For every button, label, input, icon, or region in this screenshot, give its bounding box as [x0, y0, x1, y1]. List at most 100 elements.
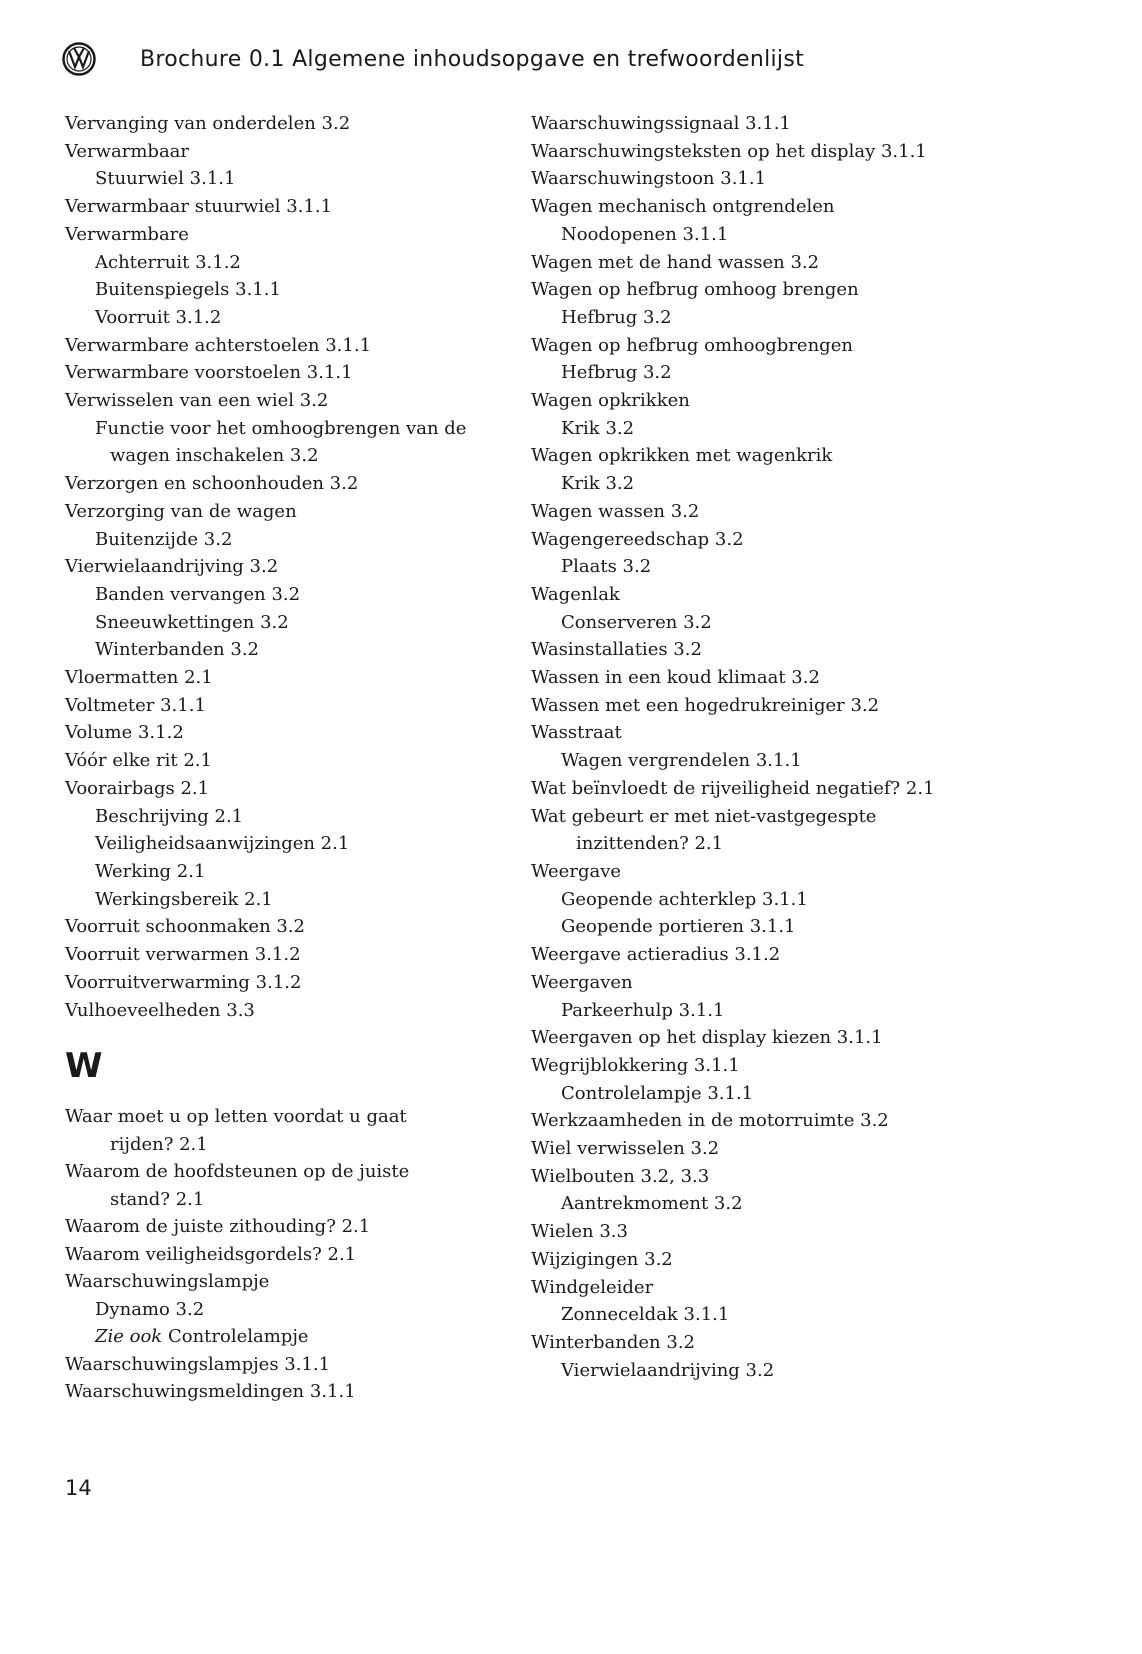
entry-text: Werkingsbereik 2.1	[95, 888, 273, 910]
index-entry: Voorruit verwarmen 3.1.2	[65, 941, 466, 969]
entry-text: Vulhoeveelheden 3.3	[65, 999, 255, 1021]
index-subentry: wagen inschakelen 3.2	[65, 442, 466, 470]
index-column-left: Vervanging van onderdelen 3.2 Verwarmbaar…	[65, 110, 466, 1024]
index-subentry: Voorruit 3.1.2	[65, 304, 466, 332]
entry-text: Windgeleider	[531, 1276, 654, 1298]
entry-text: Waarschuwingsmeldingen 3.1.1	[65, 1381, 356, 1402]
index-entry: Wagen op hefbrug omhoog brengen	[531, 276, 935, 304]
entry-text: Verzorging van de wagen	[65, 500, 297, 522]
entry-text: Voorairbags 2.1	[65, 777, 210, 799]
entry-text: Wasstraat	[531, 722, 622, 744]
entry-text: stand? 2.1	[110, 1188, 205, 1210]
index-entry: Wagenlak	[531, 581, 935, 609]
index-entry: Voorairbags 2.1	[65, 775, 466, 803]
index-entry: Waarom de hoofdsteunen op de juiste	[65, 1158, 409, 1186]
entry-text: Wiel verwisselen 3.2	[531, 1138, 720, 1160]
entry-text: Achterruit 3.1.2	[95, 251, 241, 273]
index-entry: Waarom veiligheidsgordels? 2.1	[65, 1241, 409, 1269]
index-entry: Wagengereedschap 3.2	[531, 526, 935, 554]
index-entry: Vulhoeveelheden 3.3	[65, 997, 466, 1025]
entry-text: Voltmeter 3.1.1	[65, 694, 206, 716]
index-entry: Weergaven op het display kiezen 3.1.1	[531, 1024, 935, 1052]
entry-text: Wagen vergrendelen 3.1.1	[561, 750, 802, 772]
entry-text: Noodopenen 3.1.1	[561, 223, 729, 245]
index-entry: Vloermatten 2.1	[65, 664, 466, 692]
index-entry: Wagen opkrikken met wagenkrik	[531, 442, 935, 470]
index-entry: Verwisselen van een wiel 3.2	[65, 387, 466, 415]
index-entry: Vóór elke rit 2.1	[65, 747, 466, 775]
entry-text: Functie voor het omhoogbrengen van de	[95, 417, 467, 439]
entry-text: Wagen wassen 3.2	[531, 500, 700, 522]
entry-text: Winterbanden 3.2	[531, 1331, 695, 1353]
entry-text: Wagen op hefbrug omhoog brengen	[531, 279, 859, 301]
entry-text: Geopende portieren 3.1.1	[561, 916, 796, 938]
index-subentry: Conserveren 3.2	[531, 609, 935, 637]
index-entry: Wagen opkrikken	[531, 387, 935, 415]
index-entry: Wagen wassen 3.2	[531, 498, 935, 526]
entry-text: Geopende achterklep 3.1.1	[561, 888, 808, 910]
index-subentry: Veiligheidsaanwijzingen 2.1	[65, 830, 466, 858]
entry-text: Stuurwiel 3.1.1	[95, 168, 236, 190]
entry-text: rijden? 2.1	[110, 1133, 208, 1155]
entry-text: Wagengereedschap 3.2	[531, 528, 744, 550]
entry-text: Vierwielaandrijving 3.2	[561, 1359, 775, 1381]
index-entry: Wassen in een koud klimaat 3.2	[531, 664, 935, 692]
index-entry: Volume 3.1.2	[65, 719, 466, 747]
entry-text: Wielbouten 3.2, 3.3	[531, 1165, 710, 1187]
entry-text: Wagen op hefbrug omhoogbrengen	[531, 334, 853, 356]
index-subentry: Geopende portieren 3.1.1	[531, 913, 935, 941]
entry-text: Weergave	[531, 860, 622, 882]
entry-text: Dynamo 3.2	[95, 1298, 205, 1320]
entry-text: Volume 3.1.2	[65, 722, 184, 744]
index-entry: Waar moet u op letten voordat u gaat	[65, 1103, 409, 1131]
index-subentry: Zonneceldak 3.1.1	[531, 1301, 935, 1329]
entry-text: Verwarmbare achterstoelen 3.1.1	[65, 334, 372, 356]
index-subentry: Dynamo 3.2	[65, 1296, 409, 1324]
page-title: Brochure 0.1 Algemene inhoudsopgave en t…	[140, 46, 805, 72]
entry-text: Wielen 3.3	[531, 1221, 628, 1243]
index-entry: Wat beïnvloedt de rijveiligheid negatief…	[531, 775, 935, 803]
index-entry: Voltmeter 3.1.1	[65, 692, 466, 720]
entry-text: Weergaven op het display kiezen 3.1.1	[531, 1027, 883, 1049]
entry-text: Verwarmbare voorstoelen 3.1.1	[65, 362, 353, 384]
entry-text: Veiligheidsaanwijzingen 2.1	[95, 833, 350, 855]
index-subentry: Wagen vergrendelen 3.1.1	[531, 747, 935, 775]
entry-text: Vloermatten 2.1	[65, 667, 213, 689]
index-entry: Voorruit schoonmaken 3.2	[65, 913, 466, 941]
see-also-label: Zie ook	[95, 1326, 168, 1347]
index-subentry: Plaats 3.2	[531, 553, 935, 581]
entry-text: Buitenspiegels 3.1.1	[95, 279, 281, 301]
index-entry: Wagen op hefbrug omhoogbrengen	[531, 332, 935, 360]
index-entry: Werkzaamheden in de motorruimte 3.2	[531, 1107, 935, 1135]
index-column-right: Waarschuwingssignaal 3.1.1 Waarschuwingst…	[531, 110, 935, 1384]
index-subentry: Hefbrug 3.2	[531, 304, 935, 332]
entry-text: Werkzaamheden in de motorruimte 3.2	[531, 1110, 889, 1132]
page-number: 14	[65, 1476, 92, 1500]
index-subentry: Beschrijving 2.1	[65, 803, 466, 831]
entry-text: Wijzigingen 3.2	[531, 1248, 673, 1270]
entry-text: Beschrijving 2.1	[95, 805, 244, 827]
index-subentry: Buitenspiegels 3.1.1	[65, 276, 466, 304]
entry-text: Voorruit schoonmaken 3.2	[65, 916, 306, 938]
index-subentry: Vierwielaandrijving 3.2	[531, 1357, 935, 1385]
entry-text: Controlelampje	[167, 1326, 309, 1347]
entry-text: Wagen met de hand wassen 3.2	[531, 251, 820, 273]
index-entry: Verwarmbaar stuurwiel 3.1.1	[65, 193, 466, 221]
entry-text: Vervanging van onderdelen 3.2	[65, 113, 351, 134]
index-subentry: Sneeuwkettingen 3.2	[65, 609, 466, 637]
entry-text: Krik 3.2	[561, 473, 635, 495]
page-header: Brochure 0.1 Algemene inhoudsopgave en t…	[62, 42, 804, 76]
entry-text: Werking 2.1	[95, 860, 206, 882]
index-entry: Wegrijblokkering 3.1.1	[531, 1052, 935, 1080]
entry-text: Weergaven	[531, 971, 633, 993]
vw-logo-icon	[62, 42, 96, 76]
entry-text: Wagen opkrikken met wagenkrik	[531, 445, 833, 467]
entry-text: Waarschuwingsteksten op het display 3.1.…	[531, 140, 927, 162]
index-subentry: Stuurwiel 3.1.1	[65, 165, 466, 193]
entry-text: Krik 3.2	[561, 417, 635, 439]
entry-text: Conserveren 3.2	[561, 611, 712, 633]
entry-text: Vierwielaandrijving 3.2	[65, 556, 279, 578]
index-entry: Waarschuwingstoon 3.1.1	[531, 165, 935, 193]
index-entry: Vierwielaandrijving 3.2	[65, 553, 466, 581]
entry-text: Wassen met een hogedrukreiniger 3.2	[531, 694, 880, 716]
